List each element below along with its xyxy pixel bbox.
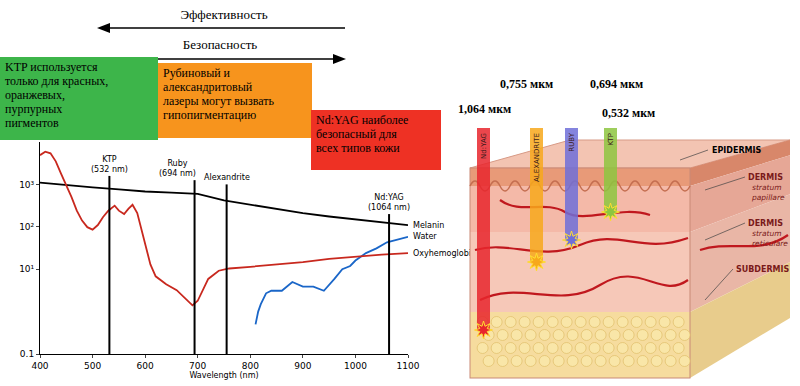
html-text:Рубиновый и: Рубиновый и: [163, 66, 230, 80]
svg-text:0,694 мкм: 0,694 мкм: [590, 77, 643, 91]
html-text:оранжевых,: оранжевых,: [5, 88, 65, 102]
svg-text:0.1: 0.1: [20, 349, 34, 359]
svg-text:Ruby(694 nm): Ruby(694 nm): [159, 159, 196, 178]
svg-text:Oxyhemoglobin: Oxyhemoglobin: [413, 249, 476, 258]
svg-text:1,064 мкм: 1,064 мкм: [458, 102, 511, 116]
svg-text:Безопасность: Безопасность: [183, 37, 258, 52]
svg-text:Эффективность: Эффективность: [180, 7, 267, 22]
svg-text:900: 900: [294, 361, 311, 371]
html-text:пурпурных: пурпурных: [5, 102, 63, 116]
svg-text:DERMIS: DERMIS: [748, 173, 783, 182]
svg-text:KTP(532 nm): KTP(532 nm): [91, 155, 128, 174]
svg-text:1000: 1000: [344, 361, 367, 371]
svg-text:400: 400: [31, 361, 48, 371]
svg-text:600: 600: [137, 361, 154, 371]
svg-text:SUBDERMIS: SUBDERMIS: [736, 265, 790, 274]
html-text:безопасный для: безопасный для: [316, 127, 397, 141]
html-text:KTP используется: KTP используется: [5, 60, 98, 74]
html-text:лазеры могут вызвать: лазеры могут вызвать: [163, 94, 274, 108]
svg-text:700: 700: [189, 361, 206, 371]
svg-text:Water: Water: [413, 232, 437, 241]
svg-text:10³: 10³: [19, 180, 34, 190]
svg-text:stratum: stratum: [752, 183, 782, 192]
html-text:гипопигментацию: гипопигментацию: [163, 108, 257, 122]
svg-text:800: 800: [242, 361, 259, 371]
svg-text:Nd:YAG(1064 nm): Nd:YAG(1064 nm): [368, 193, 410, 212]
svg-text:KTP: KTP: [607, 133, 615, 146]
svg-text:Melanin: Melanin: [413, 221, 444, 230]
html-text:александритовый: александритовый: [163, 80, 253, 94]
svg-text:500: 500: [84, 361, 101, 371]
svg-text:10¹: 10¹: [19, 264, 34, 274]
svg-text:stratum: stratum: [752, 229, 782, 238]
svg-text:Wavelength (nm): Wavelength (nm): [189, 371, 258, 380]
html-text:всех типов кожи: всех типов кожи: [316, 141, 400, 155]
svg-text:reticulare: reticulare: [752, 239, 788, 248]
svg-text:ALEXANDRITE: ALEXANDRITE: [533, 133, 541, 182]
svg-text:EPIDERMIS: EPIDERMIS: [712, 146, 762, 155]
svg-text:0,755 мкм: 0,755 мкм: [500, 77, 553, 91]
svg-text:1100: 1100: [397, 361, 420, 371]
svg-text:10²: 10²: [19, 222, 34, 232]
svg-text:Alexandrite: Alexandrite: [204, 173, 250, 182]
html-text:только для красных,: только для красных,: [5, 74, 109, 88]
svg-text:DERMIS: DERMIS: [748, 219, 783, 228]
svg-text:Nd:YAG: Nd:YAG: [480, 133, 488, 159]
html-text:Nd:YAG наиболее: Nd:YAG наиболее: [316, 113, 409, 127]
html-text:пигментов: пигментов: [5, 116, 59, 130]
svg-text:papillare: papillare: [751, 193, 785, 202]
svg-text:RUBY: RUBY: [568, 132, 576, 151]
svg-text:0,532 мкм: 0,532 мкм: [602, 106, 655, 120]
